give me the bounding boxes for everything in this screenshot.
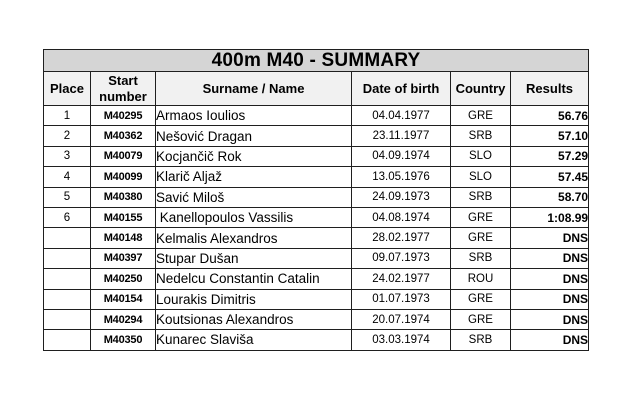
cell-date-of-birth: 04.04.1977 bbox=[351, 104, 451, 127]
cell-country: GRE bbox=[450, 206, 511, 229]
table-title: 400m M40 - SUMMARY bbox=[42, 49, 590, 72]
cell-date-of-birth: 09.07.1973 bbox=[351, 247, 451, 270]
cell-country: SLO bbox=[450, 145, 511, 168]
results-table-body: 1 M40295 Armaos Ioulios 04.04.1977 GRE 5… bbox=[43, 104, 590, 351]
cell-place: 1 bbox=[43, 104, 91, 127]
cell-result: DNS bbox=[509, 268, 590, 290]
table-row: 3 M40079 Kocjančič Rok 04.09.1974 SLO 57… bbox=[43, 145, 590, 168]
table-row: 5 M40380 Savić Miloš 24.09.1973 SRB 58.7… bbox=[43, 186, 590, 208]
cell-surname-name: Kocjančič Rok bbox=[155, 145, 352, 168]
cell-place bbox=[43, 288, 91, 310]
cell-surname-name: Kanellopoulos Vassilis bbox=[155, 206, 352, 229]
cell-place: 2 bbox=[43, 125, 91, 147]
cell-date-of-birth: 13.05.1976 bbox=[351, 166, 451, 188]
cell-start-number: M40397 bbox=[90, 247, 156, 270]
cell-start-number: M40350 bbox=[90, 329, 156, 351]
table-row: 4 M40099 Klarič Aljaž 13.05.1976 SLO 57.… bbox=[43, 166, 590, 188]
cell-surname-name: Lourakis Dimitris bbox=[155, 288, 352, 310]
cell-date-of-birth: 03.03.1974 bbox=[351, 329, 451, 351]
cell-result: DNS bbox=[509, 308, 590, 331]
cell-surname-name: Kunarec Slaviša bbox=[155, 329, 352, 351]
col-header-results: Results bbox=[509, 71, 590, 106]
cell-place bbox=[43, 329, 91, 351]
cell-result: DNS bbox=[509, 247, 590, 270]
cell-start-number: M40250 bbox=[90, 268, 156, 290]
cell-country: SRB bbox=[450, 329, 511, 351]
cell-surname-name: Koutsionas Alexandros bbox=[155, 308, 352, 331]
cell-start-number: M40155 bbox=[90, 206, 156, 229]
table-row: M40250 Nedelcu Constantin Catalin 24.02.… bbox=[43, 268, 590, 290]
col-header-surname-name: Surname / Name bbox=[155, 71, 352, 106]
cell-date-of-birth: 04.08.1974 bbox=[351, 206, 451, 229]
cell-place: 4 bbox=[43, 166, 91, 188]
cell-start-number: M40154 bbox=[90, 288, 156, 310]
cell-country: SRB bbox=[450, 186, 511, 208]
cell-start-number: M40362 bbox=[90, 125, 156, 147]
cell-country: ROU bbox=[450, 268, 511, 290]
cell-country: SRB bbox=[450, 247, 511, 270]
col-header-start-number: Start number bbox=[90, 71, 156, 106]
title-row: 400m M40 - SUMMARY bbox=[42, 49, 590, 72]
cell-country: SRB bbox=[450, 125, 511, 147]
cell-start-number: M40294 bbox=[90, 308, 156, 331]
cell-date-of-birth: 24.09.1973 bbox=[351, 186, 451, 208]
results-table: 400m M40 - SUMMARY Place Start number Su… bbox=[42, 49, 590, 351]
cell-date-of-birth: 23.11.1977 bbox=[351, 125, 451, 147]
cell-result: DNS bbox=[509, 227, 590, 249]
cell-date-of-birth: 28.02.1977 bbox=[351, 227, 451, 249]
col-header-date-of-birth: Date of birth bbox=[351, 71, 451, 106]
cell-start-number: M40099 bbox=[90, 166, 156, 188]
table-row: M40350 Kunarec Slaviša 03.03.1974 SRB DN… bbox=[43, 329, 590, 351]
cell-result: 56.76 bbox=[509, 104, 590, 127]
cell-place: 3 bbox=[43, 145, 91, 168]
table-row: M40397 Stupar Dušan 09.07.1973 SRB DNS bbox=[43, 247, 590, 270]
cell-place: 6 bbox=[43, 206, 91, 229]
cell-place: 5 bbox=[43, 186, 91, 208]
cell-country: SLO bbox=[450, 166, 511, 188]
cell-start-number: M40079 bbox=[90, 145, 156, 168]
cell-surname-name: Savić Miloš bbox=[155, 186, 352, 208]
cell-result: DNS bbox=[509, 329, 590, 351]
col-header-country: Country bbox=[450, 71, 511, 106]
cell-place bbox=[43, 308, 91, 331]
cell-start-number: M40380 bbox=[90, 186, 156, 208]
cell-date-of-birth: 01.07.1973 bbox=[351, 288, 451, 310]
cell-country: GRE bbox=[450, 288, 511, 310]
col-header-place: Place bbox=[43, 71, 91, 106]
cell-surname-name: Klarič Aljaž bbox=[155, 166, 352, 188]
cell-date-of-birth: 20.07.1974 bbox=[351, 308, 451, 331]
cell-result: 1:08.99 bbox=[509, 206, 590, 229]
cell-surname-name: Nešović Dragan bbox=[155, 125, 352, 147]
cell-result: 58.70 bbox=[509, 186, 590, 208]
cell-result: 57.45 bbox=[509, 166, 590, 188]
header-row: Place Start number Surname / Name Date o… bbox=[43, 71, 590, 106]
cell-surname-name: Nedelcu Constantin Catalin bbox=[155, 268, 352, 290]
table-row: M40148 Kelmalis Alexandros 28.02.1977 GR… bbox=[43, 227, 590, 249]
cell-country: GRE bbox=[450, 308, 511, 331]
cell-result: DNS bbox=[509, 288, 590, 310]
cell-place bbox=[43, 247, 91, 270]
cell-result: 57.10 bbox=[509, 125, 590, 147]
cell-surname-name: Armaos Ioulios bbox=[155, 104, 352, 127]
cell-surname-name: Kelmalis Alexandros bbox=[155, 227, 352, 249]
table-row: M40154 Lourakis Dimitris 01.07.1973 GRE … bbox=[43, 288, 590, 310]
cell-date-of-birth: 04.09.1974 bbox=[351, 145, 451, 168]
table-row: 1 M40295 Armaos Ioulios 04.04.1977 GRE 5… bbox=[43, 104, 590, 127]
table-row: 2 M40362 Nešović Dragan 23.11.1977 SRB 5… bbox=[43, 125, 590, 147]
cell-surname-name: Stupar Dušan bbox=[155, 247, 352, 270]
cell-date-of-birth: 24.02.1977 bbox=[351, 268, 451, 290]
cell-country: GRE bbox=[450, 104, 511, 127]
table-row: M40294 Koutsionas Alexandros 20.07.1974 … bbox=[43, 308, 590, 331]
cell-start-number: M40295 bbox=[90, 104, 156, 127]
cell-place bbox=[43, 268, 91, 290]
cell-result: 57.29 bbox=[509, 145, 590, 168]
cell-place bbox=[43, 227, 91, 249]
cell-country: GRE bbox=[450, 227, 511, 249]
table-row: 6 M40155 Kanellopoulos Vassilis 04.08.19… bbox=[43, 206, 590, 229]
cell-start-number: M40148 bbox=[90, 227, 156, 249]
